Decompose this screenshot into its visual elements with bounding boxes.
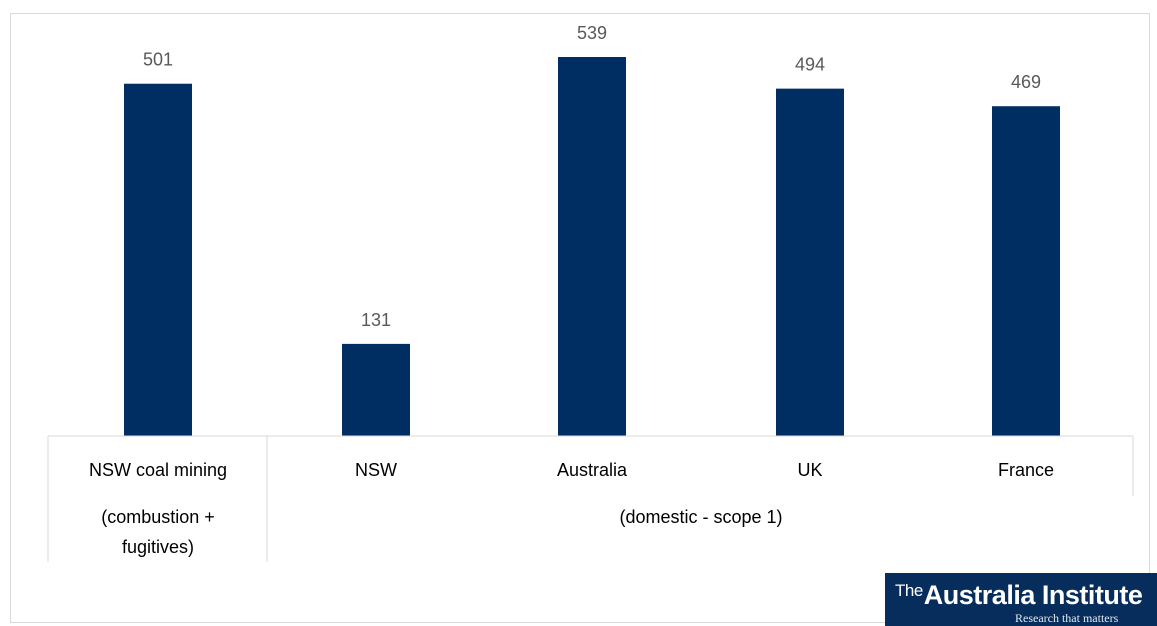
category-label: France [998, 460, 1054, 480]
bar-australia [558, 57, 626, 436]
value-label: 131 [361, 310, 391, 330]
value-labels-group: 501 131 539 494 469 [143, 23, 1041, 330]
bar-nsw-coal-mining [124, 83, 192, 436]
category-labels-group: NSW coal mining NSW Australia UK France [89, 460, 1054, 480]
group-label-coal-line1: (combustion + [101, 507, 215, 527]
bar-uk [776, 88, 844, 436]
logo-name: Australia Institute [923, 580, 1143, 610]
group-label-domestic: (domestic - scope 1) [619, 507, 782, 527]
bar-france [992, 106, 1060, 437]
logo-tagline: Research that matters [1015, 611, 1119, 625]
value-label: 469 [1011, 72, 1041, 92]
logo-wordmark: TheAustralia Institute [895, 580, 1143, 611]
group-label-coal-line2: fugitives) [122, 537, 194, 557]
value-label: 539 [577, 23, 607, 43]
bar-nsw [342, 343, 410, 436]
logo-the: The [895, 581, 923, 600]
bars-group [124, 57, 1060, 437]
category-label: NSW [355, 460, 397, 480]
value-label: 501 [143, 50, 173, 70]
category-table [47, 435, 1134, 562]
value-label: 494 [795, 55, 825, 75]
chart-frame [10, 13, 1150, 623]
category-label: UK [797, 460, 822, 480]
category-label: NSW coal mining [89, 460, 227, 480]
category-label: Australia [557, 460, 628, 480]
group-labels-group: (combustion + fugitives) (domestic - sco… [101, 507, 782, 557]
australia-institute-logo: TheAustralia Institute Research that mat… [885, 573, 1157, 626]
